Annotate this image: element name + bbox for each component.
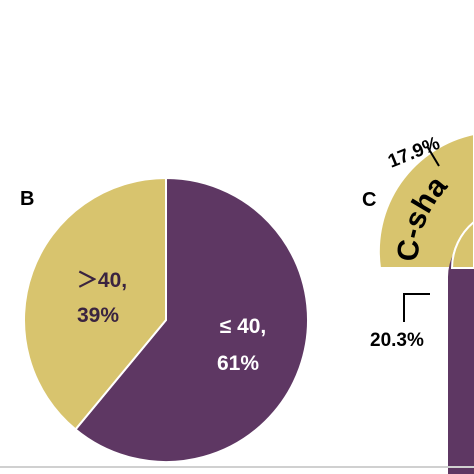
panel-c-inner-gold <box>450 220 474 269</box>
panel-b: B ＞40, 39% ≤ 40, 61% <box>20 176 309 463</box>
pie-slice-gt40 <box>23 176 167 431</box>
annotation-20-3: 20.3% <box>370 330 424 351</box>
annotation-17-9-leader <box>426 145 440 167</box>
panel-c-label: C <box>362 189 376 211</box>
panel-c: C C-sha 17.9% 20.3% <box>362 133 474 474</box>
panel-c-inner-purple <box>447 232 474 474</box>
pie-b <box>23 176 309 463</box>
pie-slice-le40 <box>74 176 309 463</box>
slice-label-le40-name: ≤ 40, <box>220 315 267 338</box>
panel-b-label: B <box>20 188 34 210</box>
slice-label-gt40-value: 39% <box>77 304 119 327</box>
slice-label-gt40-name: ＞40, <box>77 269 127 292</box>
slice-label-le40-value: 61% <box>217 352 259 375</box>
annotation-20-3-leader <box>403 293 430 322</box>
